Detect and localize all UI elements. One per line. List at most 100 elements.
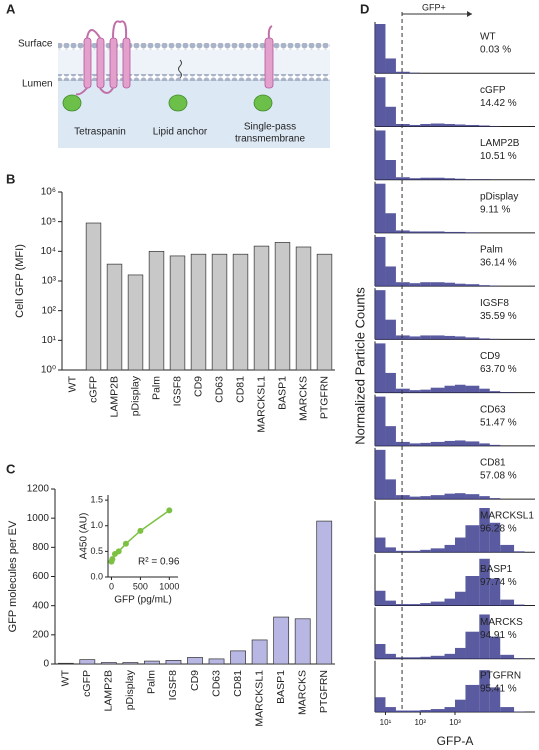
hist-bin xyxy=(430,335,445,340)
hist-bin xyxy=(500,544,515,553)
y-tick-label: 1.5 xyxy=(90,495,103,505)
hist-bin xyxy=(375,537,386,553)
y-tick-label: 1000 xyxy=(27,513,50,524)
x-tick-label: Palm xyxy=(150,376,162,400)
hist-bin xyxy=(375,77,386,127)
bar xyxy=(85,222,102,371)
hist-bin xyxy=(420,124,431,127)
hist-bin xyxy=(375,343,386,393)
x-axis-label: GFP (pg/mL) xyxy=(114,595,172,606)
lipid-layer xyxy=(58,43,330,50)
hist-bin xyxy=(385,707,396,712)
hist-bin xyxy=(514,551,525,553)
sample-percent: 57.08 % xyxy=(480,470,517,481)
hist-bin xyxy=(479,670,490,712)
sample-percent: 10.51 % xyxy=(480,151,517,162)
x-tick-label: MARCKS xyxy=(297,376,309,421)
hist-bin xyxy=(409,336,421,340)
hist-bin xyxy=(375,697,386,712)
hist-bin xyxy=(444,385,455,393)
hist-bin xyxy=(465,684,480,712)
hist-bin xyxy=(430,282,445,287)
diagram-label: Tetraspanin xyxy=(74,127,126,138)
hist-bin xyxy=(395,230,410,233)
hist-bin xyxy=(409,390,421,393)
hist-bin xyxy=(420,549,431,553)
bar xyxy=(316,253,333,371)
panel-letter: B xyxy=(6,171,15,186)
hist-bin xyxy=(385,600,396,606)
bar xyxy=(273,616,290,665)
x-tick-label: cGFP xyxy=(87,376,99,403)
y-tick-label: 10⁶ xyxy=(41,187,56,198)
hist-bin xyxy=(430,495,445,500)
hist-bin xyxy=(479,338,490,340)
hist-bin xyxy=(430,231,445,233)
bar xyxy=(230,650,246,665)
hist-bin xyxy=(430,548,445,553)
hist-bin xyxy=(385,479,396,500)
x-tick-label: 500 xyxy=(133,581,148,591)
gfp xyxy=(62,94,273,112)
diagram-label: Single-pass xyxy=(244,122,296,133)
surface-label: Surface xyxy=(18,39,53,50)
hist-bin xyxy=(420,496,431,500)
hist-bin xyxy=(409,124,421,127)
hist-bin xyxy=(420,282,431,287)
hist-bin xyxy=(444,335,455,340)
gate-arrow-head xyxy=(467,11,473,17)
y-tick-label: 10⁰ xyxy=(41,365,56,376)
panel-letter: D xyxy=(360,1,369,16)
tetraspanin xyxy=(75,20,131,96)
hist-bin xyxy=(430,709,445,712)
x-tick-label: IGSF8 xyxy=(167,670,179,701)
bar xyxy=(274,242,291,371)
hist-bin xyxy=(479,285,490,287)
hist-bin xyxy=(465,494,480,500)
y-axis-label: GFP molecules per EV xyxy=(7,520,19,632)
hist-bin xyxy=(420,389,431,393)
lumen-label: Lumen xyxy=(22,79,53,90)
bar xyxy=(208,658,225,665)
bar xyxy=(100,662,117,665)
x-tick-label: Palm xyxy=(146,670,158,694)
hist-bin xyxy=(395,335,410,340)
panel-letter: A xyxy=(6,1,16,16)
hist-bin xyxy=(455,647,466,659)
hist-bin xyxy=(455,231,466,233)
hist-bin xyxy=(444,544,455,553)
sample-name: MARCKS xyxy=(480,617,523,628)
sample-percent: 9.11 % xyxy=(480,204,510,215)
lipid-anchor xyxy=(178,59,182,79)
hist-bin xyxy=(385,266,396,287)
x-tick-label: WT xyxy=(66,375,78,392)
bar xyxy=(316,520,333,665)
hist-bin xyxy=(385,372,396,393)
hist-bin xyxy=(430,387,445,393)
hist-bin xyxy=(455,591,466,606)
hist-bin xyxy=(444,440,455,446)
hist-bin xyxy=(455,493,466,500)
hist-bin xyxy=(385,213,396,233)
hist-bin xyxy=(385,547,396,553)
hist-bin xyxy=(395,441,410,446)
hist-bin xyxy=(444,598,455,606)
hist-bin xyxy=(430,601,445,606)
x-tick-label: CD9 xyxy=(189,670,201,691)
hist-bin xyxy=(444,231,455,233)
single-pass xyxy=(264,25,274,89)
hist-bin xyxy=(409,231,421,233)
y-tick-label: 1.0 xyxy=(90,520,103,530)
hist-bin xyxy=(479,388,490,393)
y-tick-label: 200 xyxy=(32,629,49,640)
point xyxy=(115,548,122,555)
point xyxy=(109,556,116,563)
hist-bin xyxy=(375,449,386,500)
hist-bin xyxy=(465,631,480,659)
sample-name: PTGFRN xyxy=(480,670,521,681)
hist-bin xyxy=(395,604,410,606)
y-tick-label: 10³ xyxy=(42,276,57,287)
sample-name: LAMP2B xyxy=(480,138,520,149)
hist-bin xyxy=(489,578,501,606)
bar xyxy=(232,253,249,371)
